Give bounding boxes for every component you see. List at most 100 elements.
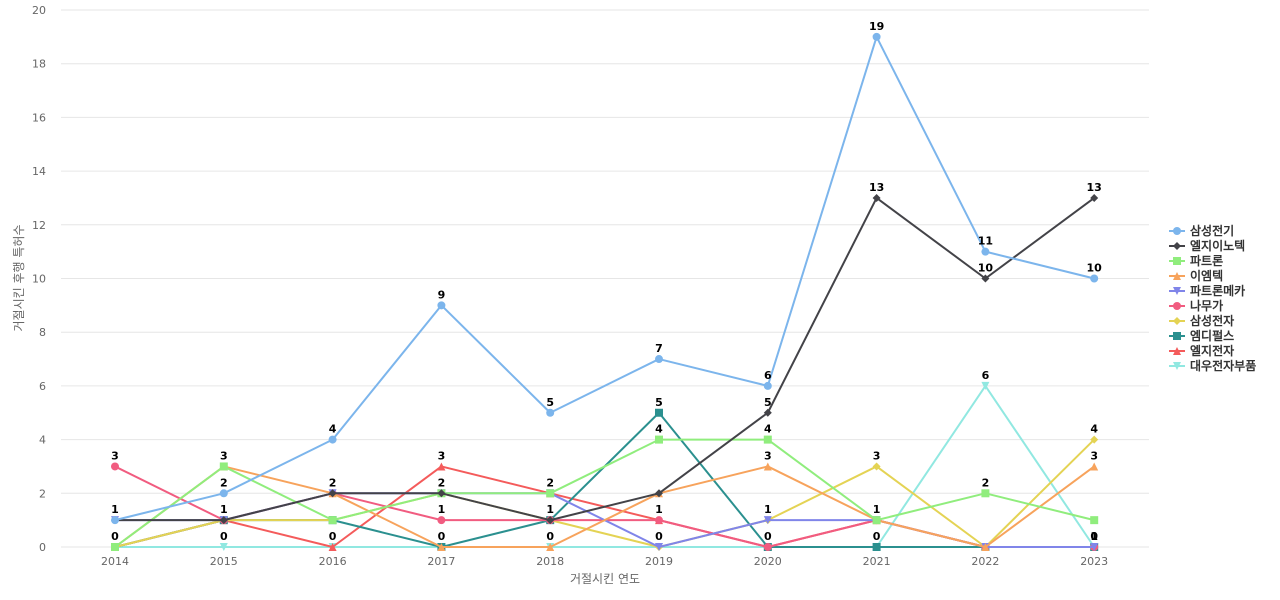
series-point <box>219 489 228 498</box>
x-tick-label: 2020 <box>754 555 782 568</box>
data-label: 4 <box>329 423 337 436</box>
legend-label: 대우전자부품 <box>1190 358 1256 373</box>
data-label: 0 <box>546 530 554 543</box>
series-point <box>872 516 881 525</box>
series-point <box>328 435 337 444</box>
legend-label: 엘지이노텍 <box>1190 238 1245 253</box>
data-label: 6 <box>764 369 772 382</box>
series-line <box>114 35 1096 522</box>
y-tick-label: 10 <box>32 273 46 286</box>
series-point <box>763 462 772 471</box>
data-label: 0 <box>438 530 446 543</box>
data-label: 7 <box>655 342 663 355</box>
legend-label: 이엠텍 <box>1190 268 1223 283</box>
legend-label: 파트론 <box>1190 253 1223 268</box>
data-label: 13 <box>1087 181 1102 194</box>
data-label: 3 <box>438 449 446 462</box>
y-tick-label: 2 <box>39 487 46 500</box>
y-tick-label: 8 <box>39 326 46 339</box>
series-point <box>437 489 446 498</box>
legend-item: 엠디펄스 <box>1169 328 1234 343</box>
data-label: 2 <box>982 476 990 489</box>
legend-marker <box>1173 362 1181 370</box>
data-label: 9 <box>438 288 446 301</box>
data-label: 11 <box>978 235 993 248</box>
series-point <box>1090 193 1099 202</box>
series-line <box>114 196 1096 522</box>
series-point <box>763 408 772 417</box>
legend-marker <box>1173 332 1181 340</box>
y-tick-label: 4 <box>39 434 46 447</box>
series-layer <box>111 32 1099 551</box>
legend-item: 삼성전기 <box>1169 223 1234 238</box>
data-label: 0 <box>873 530 881 543</box>
legend: 삼성전기엘지이노텍파트론이엠텍파트론메카나무가삼성전자엠디펄스엘지전자대우전자부… <box>1169 223 1256 373</box>
data-label: 4 <box>1090 423 1098 436</box>
series-point <box>981 247 990 256</box>
x-tick-label: 2021 <box>863 555 891 568</box>
series-point <box>763 516 772 525</box>
data-label: 0 <box>111 530 119 543</box>
data-label: 1 <box>111 503 119 516</box>
data-label: 3 <box>220 449 228 462</box>
data-label: 1 <box>1090 530 1098 543</box>
y-axis-ticks: 0 2 4 6 8 10 12 14 16 18 20 <box>32 4 46 554</box>
series-point <box>763 381 772 390</box>
legend-label: 엠디펄스 <box>1190 328 1234 343</box>
series-point <box>655 355 663 364</box>
legend-item: 파트론 <box>1169 253 1223 268</box>
data-label: 1 <box>438 503 446 516</box>
data-label: 3 <box>873 449 881 462</box>
grid-lines <box>61 9 1149 548</box>
y-tick-label: 14 <box>32 165 46 178</box>
legend-item: 나무가 <box>1169 298 1223 313</box>
series-point <box>872 32 881 41</box>
legend-marker <box>1173 287 1181 295</box>
x-tick-label: 2017 <box>427 555 455 568</box>
series-point <box>763 435 772 444</box>
data-label: 5 <box>546 396 554 409</box>
data-label: 3 <box>1090 449 1098 462</box>
x-tick-label: 2023 <box>1080 555 1108 568</box>
series-point <box>1090 462 1099 471</box>
legend-item: 엘지이노텍 <box>1169 238 1245 253</box>
legend-marker <box>1173 227 1181 235</box>
series-group <box>111 32 1099 525</box>
series-point <box>981 543 990 551</box>
series-point <box>437 301 446 310</box>
series-line <box>114 411 1096 548</box>
data-label: 4 <box>655 423 663 436</box>
x-tick-label: 2016 <box>319 555 347 568</box>
legend-marker <box>1173 302 1181 310</box>
legend-item: 파트론메카 <box>1169 283 1245 298</box>
series-point <box>219 543 228 551</box>
legend-label: 삼성전기 <box>1190 223 1234 238</box>
legend-item: 삼성전자 <box>1169 313 1234 328</box>
y-tick-label: 20 <box>32 4 46 17</box>
series-line <box>114 384 1096 548</box>
data-label: 1 <box>655 503 663 516</box>
series-point <box>437 543 446 551</box>
series-point <box>328 489 337 498</box>
series-point <box>763 543 772 551</box>
series-line <box>114 465 1096 548</box>
x-tick-label: 2022 <box>971 555 999 568</box>
series-point <box>111 543 119 551</box>
series-point <box>111 462 119 471</box>
y-tick-label: 0 <box>39 541 46 554</box>
series-point <box>1090 274 1099 283</box>
series-point <box>655 408 663 417</box>
series-point <box>328 543 337 551</box>
y-axis-title: 거절시킨 후행 특허수 <box>11 225 26 332</box>
x-tick-label: 2015 <box>210 555 238 568</box>
data-label: 1 <box>220 503 228 516</box>
data-label: 2 <box>438 476 446 489</box>
series-point <box>1090 543 1099 551</box>
legend-marker <box>1173 242 1181 250</box>
series-point <box>655 516 663 525</box>
y-tick-label: 18 <box>32 58 46 71</box>
series-point <box>872 462 881 471</box>
